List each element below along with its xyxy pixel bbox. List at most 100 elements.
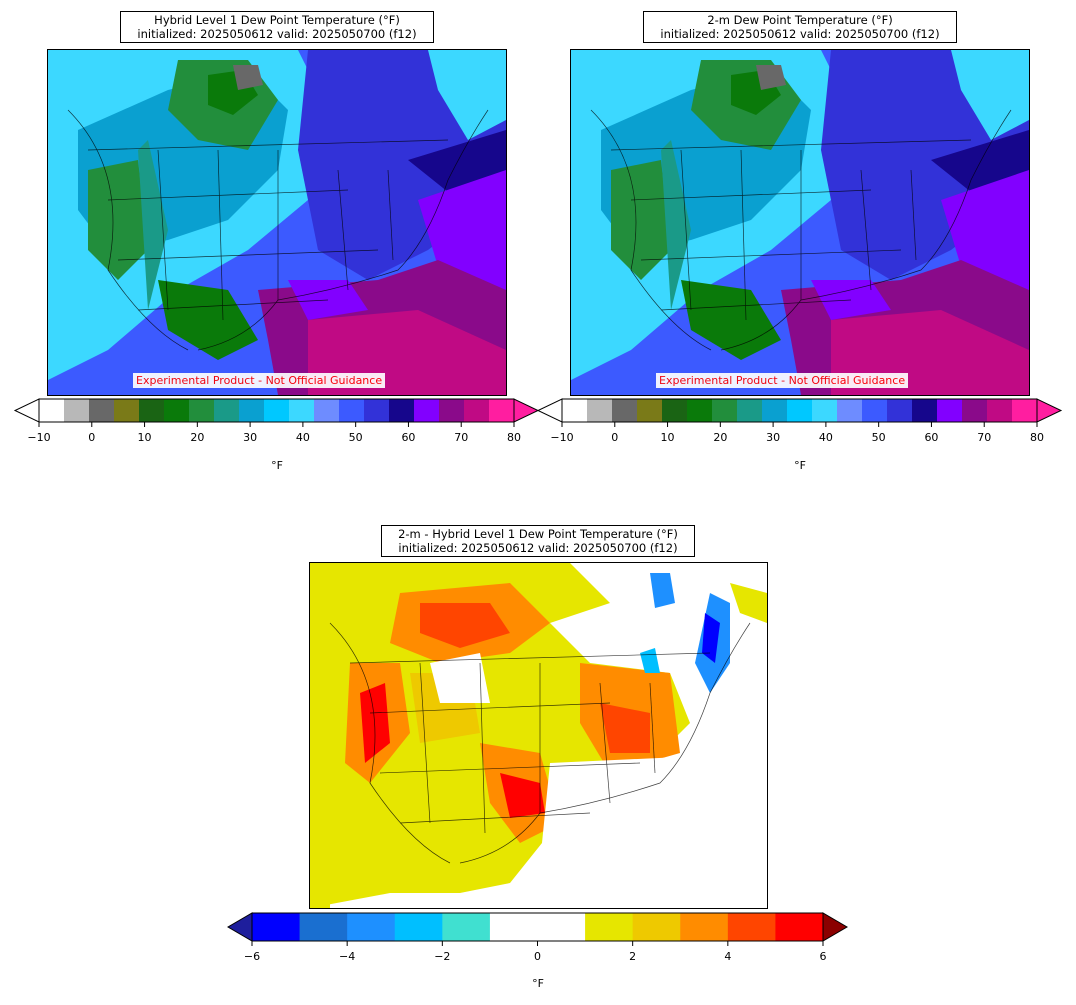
colorbar-swatch [439, 399, 465, 422]
colorbar-swatch [887, 399, 913, 422]
colorbar-tick-label: 40 [819, 431, 833, 444]
panel2-colorbar-unit: °F [794, 459, 806, 472]
colorbar-tick-label: 60 [401, 431, 415, 444]
colorbar-swatch [987, 399, 1013, 422]
panel2-map [570, 49, 1030, 396]
colorbar-tick-label: 40 [296, 431, 310, 444]
panel3-title-line2: initialized: 2025050612 valid: 202505070… [398, 541, 678, 555]
colorbar-swatch [662, 399, 688, 422]
colorbar-tick-label: 50 [872, 431, 886, 444]
panel3-colorbar-ticks: −6 −4 −2 0 2 4 6 [244, 941, 827, 963]
panel2-title-line1: 2-m Dew Point Temperature (°F) [707, 13, 893, 27]
colorbar-tick-label: 60 [924, 431, 938, 444]
colorbar-tick-label: −10 [550, 431, 573, 444]
colorbar-swatch [737, 399, 763, 422]
colorbar-swatch [680, 913, 729, 941]
panel3-title-line1: 2-m - Hybrid Level 1 Dew Point Temperatu… [398, 527, 678, 541]
panel1-map-image [48, 50, 506, 395]
panel2-map-image [571, 50, 1029, 395]
colorbar-swatch [1012, 399, 1038, 422]
colorbar-min-extension [13, 398, 40, 423]
colorbar-tick-label: −2 [434, 950, 450, 963]
panel1-colorbar: −10 0 10 20 30 40 50 60 70 80 °F [13, 398, 540, 472]
colorbar-max-extension [1036, 398, 1063, 423]
colorbar-swatch [64, 399, 90, 422]
colorbar-swatch [239, 399, 265, 422]
panel3-map-image [310, 563, 767, 908]
colorbar-tick-label: 4 [724, 950, 731, 963]
colorbar-swatch [637, 399, 663, 422]
panel1-title-line1: Hybrid Level 1 Dew Point Temperature (°F… [154, 13, 400, 27]
panel3-colorbar-unit: °F [532, 977, 544, 990]
colorbar-swatch [339, 399, 365, 422]
colorbar-swatch [862, 399, 888, 422]
colorbar-swatch [264, 399, 290, 422]
panel1-colorbar-unit: °F [271, 459, 283, 472]
panel2-disclaimer: Experimental Product - Not Official Guid… [656, 373, 909, 388]
colorbar-swatch [812, 399, 838, 422]
colorbar-swatch [442, 913, 491, 941]
colorbar-swatch [775, 913, 824, 941]
colorbar-swatch [912, 399, 938, 422]
colorbar-swatch [394, 913, 443, 941]
colorbar-min-extension [536, 398, 563, 423]
colorbar-outline [561, 398, 1038, 423]
panel1-disclaimer: Experimental Product - Not Official Guid… [133, 373, 386, 388]
colorbar-swatch [562, 399, 588, 422]
panel1-title-line2: initialized: 2025050612 valid: 202505070… [137, 27, 417, 41]
colorbar-swatch [414, 399, 440, 422]
colorbar-swatch [464, 399, 490, 422]
colorbar-tick-label: 30 [766, 431, 780, 444]
colorbar-tick-label: 80 [507, 431, 521, 444]
colorbar-swatch [164, 399, 190, 422]
colorbar-tick-label: 2 [629, 950, 636, 963]
colorbar-swatch [632, 913, 681, 941]
colorbar-swatch [762, 399, 788, 422]
panel1-title: Hybrid Level 1 Dew Point Temperature (°F… [120, 11, 434, 43]
colorbar-swatch [537, 913, 586, 941]
panel3-title: 2-m - Hybrid Level 1 Dew Point Temperatu… [381, 525, 695, 557]
colorbar-swatch [712, 399, 738, 422]
colorbar-swatch [787, 399, 813, 422]
panel2-colorbar-swatches [536, 398, 1063, 423]
colorbar-swatch [114, 399, 140, 422]
colorbar-min-extension [227, 912, 253, 942]
colorbar-tick-label: −10 [27, 431, 50, 444]
colorbar-tick-label: 70 [977, 431, 991, 444]
colorbar-swatch [299, 913, 348, 941]
colorbar-swatch [364, 399, 390, 422]
colorbar-swatch [937, 399, 963, 422]
colorbar-tick-label: 6 [820, 950, 827, 963]
colorbar-swatch [252, 913, 301, 941]
panel2-title: 2-m Dew Point Temperature (°F) initializ… [643, 11, 957, 43]
colorbar-tick-label: −4 [339, 950, 355, 963]
panel1-colorbar-ticks: −10 0 10 20 30 40 50 60 70 80 [27, 422, 521, 444]
colorbar-tick-label: 0 [534, 950, 541, 963]
colorbar-tick-label: 50 [349, 431, 363, 444]
colorbar-swatch [347, 913, 396, 941]
colorbar-tick-label: −6 [244, 950, 260, 963]
colorbar-swatch [612, 399, 638, 422]
colorbar-swatch [587, 399, 613, 422]
colorbar-tick-label: 20 [713, 431, 727, 444]
panel2-title-line2: initialized: 2025050612 valid: 202505070… [660, 27, 940, 41]
colorbar-swatch [314, 399, 340, 422]
panel1-colorbar-swatches [13, 398, 540, 423]
colorbar-swatch [289, 399, 315, 422]
colorbar-swatch [139, 399, 165, 422]
colorbar-swatch [687, 399, 713, 422]
colorbar-tick-label: 0 [611, 431, 618, 444]
colorbar-swatch [585, 913, 634, 941]
colorbar-swatch [39, 399, 65, 422]
colorbar-tick-label: 0 [88, 431, 95, 444]
colorbar-swatch [389, 399, 415, 422]
colorbar-tick-label: 30 [243, 431, 257, 444]
panel1-map [47, 49, 507, 396]
colorbar-swatch [489, 399, 515, 422]
panel2-colorbar-ticks: −10 0 10 20 30 40 50 60 70 80 [550, 422, 1044, 444]
colorbar-swatch [962, 399, 988, 422]
colorbar-swatch [189, 399, 215, 422]
colorbar-max-extension [822, 912, 848, 942]
colorbar-outline [38, 398, 515, 423]
colorbar-tick-label: 70 [454, 431, 468, 444]
